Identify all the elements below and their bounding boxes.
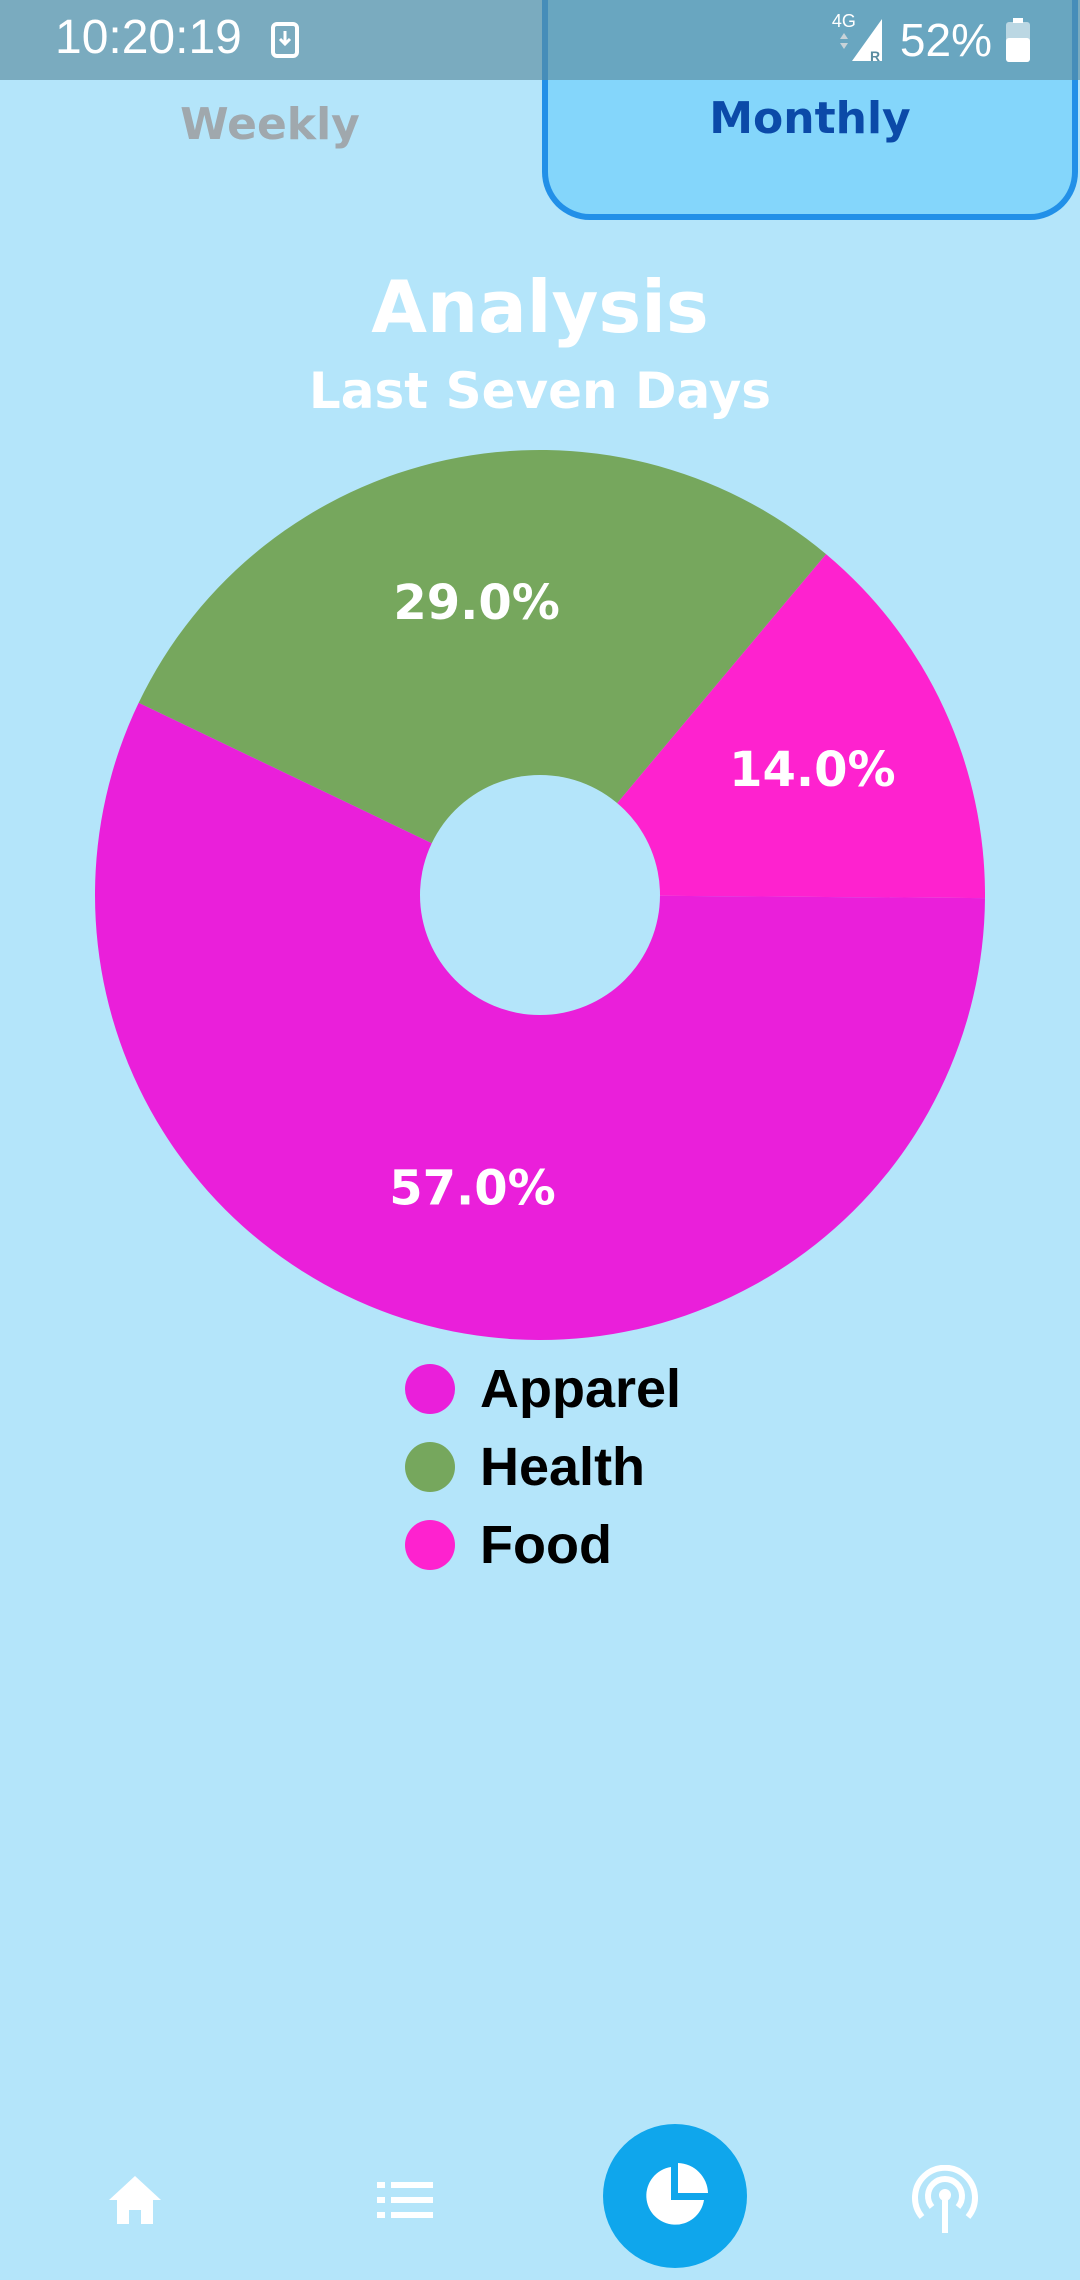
donut-hole (420, 775, 660, 1015)
chart-legend: Apparel Health Food (405, 1350, 681, 1584)
legend-label: Food (480, 1515, 612, 1575)
pie-chart-icon (646, 2163, 708, 2225)
home-icon (109, 2176, 161, 2224)
svg-text:R: R (870, 48, 880, 64)
page-title: Analysis (371, 265, 709, 349)
status-time: 10:20:19 (55, 11, 242, 64)
signal-icon: 4G R (832, 11, 886, 65)
download-icon (271, 22, 299, 58)
bottom-nav (0, 2110, 1080, 2280)
battery-icon (1006, 18, 1030, 62)
legend-item-food: Food (405, 1506, 681, 1584)
nav-broadcast[interactable] (900, 2155, 990, 2245)
slice-health (138, 449, 827, 895)
slice-apparel (95, 702, 985, 1340)
legend-label: Apparel (480, 1359, 682, 1419)
legend-item-apparel: Apparel (405, 1350, 681, 1428)
slice-label-health: 29.0% (393, 575, 560, 631)
nav-analysis[interactable] (603, 2124, 747, 2268)
donut-chart: 14.0% 57.0% 29.0% (95, 449, 985, 1340)
tab-weekly[interactable]: Weekly (180, 99, 360, 150)
slice-label-food: 14.0% (729, 742, 896, 798)
list-icon (377, 2182, 433, 2218)
legend-item-health: Health (405, 1428, 681, 1506)
legend-dot (405, 1442, 455, 1492)
status-right: 4G R 52% (832, 10, 1030, 70)
status-bar: 10:20:19 4G R 52% (0, 0, 1080, 80)
network-type: 4G (831, 11, 856, 31)
legend-dot (405, 1364, 455, 1414)
legend-label: Health (480, 1437, 646, 1497)
slice-label-apparel: 57.0% (389, 1160, 556, 1216)
page-subtitle: Last Seven Days (308, 362, 772, 420)
legend-dot (405, 1520, 455, 1570)
battery-percent: 52% (899, 14, 992, 66)
broadcast-icon (912, 2165, 978, 2233)
nav-list[interactable] (365, 2160, 445, 2240)
slice-food (540, 554, 985, 899)
nav-home[interactable] (95, 2160, 175, 2240)
